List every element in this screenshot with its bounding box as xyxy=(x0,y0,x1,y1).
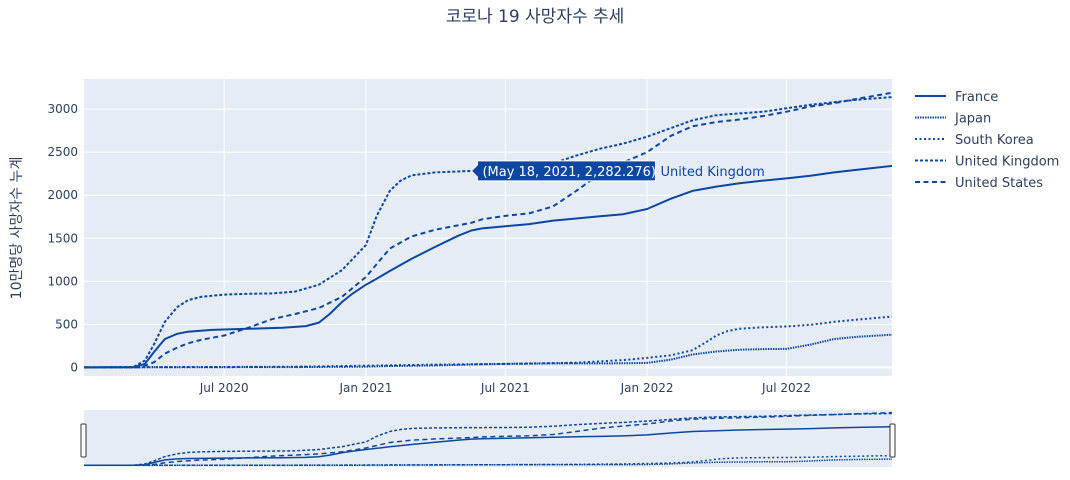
series-line-united-states xyxy=(83,91,893,369)
range-slider-left-handle[interactable] xyxy=(80,423,87,458)
legend-label-south-korea: South Korea xyxy=(955,133,1034,148)
legend: France Japan South Korea United Kingdom Unit… xyxy=(915,90,1059,191)
x-tick-label: Jan 2021 xyxy=(338,381,392,395)
legend-label-united-kingdom: United Kingdom xyxy=(955,155,1059,170)
range-slider-line-united-kingdom xyxy=(84,412,893,467)
hover-box xyxy=(470,160,656,182)
range-slider-lines xyxy=(84,411,893,467)
y-tick-label: 3000 xyxy=(47,102,78,116)
x-axis-ticks: Jul 2020 Jan 2021 Jul 2021 Jan 2022 Jul 2022 xyxy=(199,381,811,395)
legend-label-united-states: United States xyxy=(955,176,1043,191)
x-tick-label: Jul 2021 xyxy=(480,381,530,395)
y-axis-label: 10만명당 사망자수 누계 xyxy=(9,157,25,300)
series-line-france xyxy=(83,164,893,369)
y-tick-label: 0 xyxy=(70,360,78,374)
y-tick-label: 1000 xyxy=(47,274,78,288)
hover-value-text: (May 18, 2021, 2,282.276) xyxy=(482,165,655,180)
gridlines xyxy=(84,79,892,376)
x-tick-label: Jul 2020 xyxy=(199,381,249,395)
y-tick-label: 500 xyxy=(55,317,78,331)
series-line-japan xyxy=(83,333,893,369)
hover-series-name: United Kingdom xyxy=(660,165,764,180)
series-line-south-korea xyxy=(83,315,893,369)
hover-tooltip: (May 18, 2021, 2,282.276) United Kingdom xyxy=(470,160,765,182)
y-tick-label: 1500 xyxy=(47,231,78,245)
y-tick-label: 2000 xyxy=(47,188,78,202)
legend-label-france: France xyxy=(955,90,998,105)
series-line-united-kingdom xyxy=(83,96,893,369)
x-tick-label: Jan 2022 xyxy=(620,381,674,395)
range-slider-line-united-states xyxy=(84,411,893,467)
y-axis-ticks: 0 500 1000 1500 2000 2500 3000 xyxy=(47,102,78,374)
y-tick-label: 2500 xyxy=(47,145,78,159)
legend-label-japan: Japan xyxy=(954,112,991,127)
range-slider-line-france xyxy=(84,425,893,467)
range-slider-right-handle[interactable] xyxy=(889,423,896,458)
range-slider-line-japan xyxy=(84,458,893,467)
series-lines xyxy=(83,91,893,369)
x-tick-label: Jul 2022 xyxy=(761,381,811,395)
chart-title: 코로나 19 사망자수 추세 xyxy=(446,7,625,27)
